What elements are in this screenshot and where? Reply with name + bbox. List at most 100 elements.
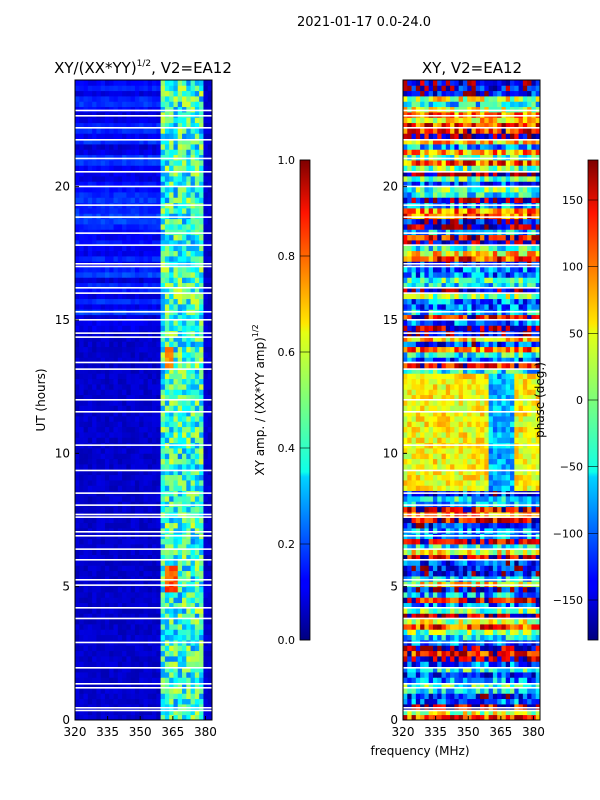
heatmap-cell <box>471 570 477 577</box>
heatmap-cell <box>531 586 537 593</box>
heatmap-cell <box>126 218 132 225</box>
heatmap-cell <box>458 656 464 662</box>
heatmap-cell <box>207 618 213 625</box>
heatmap-cell <box>531 688 537 694</box>
heatmap-cell <box>104 304 110 310</box>
heatmap-cell <box>117 234 123 241</box>
heatmap-cell <box>207 304 213 310</box>
heatmap-cell <box>475 592 481 598</box>
heatmap-cell <box>83 666 89 673</box>
heatmap-cell <box>79 96 84 102</box>
heatmap-cell <box>87 149 93 156</box>
heatmap-cell <box>505 576 511 582</box>
heatmap-cell <box>182 346 187 353</box>
heatmap-cell <box>79 320 84 326</box>
heatmap-cell <box>207 272 213 278</box>
heatmap-cell <box>83 421 89 428</box>
heatmap-cell <box>164 448 170 454</box>
heatmap-cell <box>117 320 123 326</box>
heatmap-cell <box>156 656 162 662</box>
heatmap-cell <box>134 133 140 140</box>
heatmap-cell <box>130 480 136 486</box>
heatmap-cell <box>152 464 157 470</box>
heatmap-cell <box>134 165 140 172</box>
heatmap-cell <box>117 400 123 406</box>
heatmap-cell <box>96 432 102 438</box>
heatmap-cell <box>104 106 110 113</box>
heatmap-cell <box>96 149 102 156</box>
heatmap-cell <box>130 176 136 182</box>
heatmap-cell <box>415 586 421 593</box>
heatmap-cell <box>182 138 187 145</box>
heatmap-cell <box>522 554 528 561</box>
heatmap-cell <box>100 464 106 470</box>
heatmap-cell <box>83 688 89 694</box>
heatmap-cell <box>467 570 472 577</box>
heatmap-cell <box>207 458 213 465</box>
heatmap-cell <box>203 464 209 470</box>
heatmap-cell <box>497 666 502 673</box>
heatmap-cell <box>471 704 477 710</box>
heatmap-cell <box>117 421 123 428</box>
heatmap-cell <box>169 192 174 198</box>
heatmap-cell <box>126 304 132 310</box>
heatmap-cell <box>199 405 204 412</box>
heatmap-cell <box>173 586 179 593</box>
heatmap-cell <box>134 672 140 678</box>
heatmap-cell <box>415 704 421 710</box>
heatmap-cell <box>480 682 485 689</box>
heatmap-cell <box>207 416 213 422</box>
heatmap-cell <box>160 709 166 716</box>
heatmap-cell <box>186 448 191 454</box>
heatmap-cell <box>492 581 498 588</box>
heatmap-cell <box>450 693 455 700</box>
heatmap-cell <box>156 485 162 492</box>
heatmap-cell <box>100 672 106 678</box>
heatmap-cell <box>458 624 464 630</box>
heatmap-cell <box>96 624 102 630</box>
heatmap-cell <box>117 437 123 444</box>
heatmap-cell <box>160 464 166 470</box>
heatmap-cell <box>475 581 481 588</box>
heatmap-cell <box>420 693 425 700</box>
heatmap-cell <box>194 224 200 230</box>
heatmap-cell <box>467 586 472 593</box>
heatmap-cell <box>152 618 157 625</box>
heatmap-cell <box>462 576 468 582</box>
heatmap-cell <box>87 106 93 113</box>
heatmap-cell <box>169 714 174 721</box>
heatmap-cell <box>415 698 421 705</box>
heatmap-cell <box>156 565 162 572</box>
heatmap-cell <box>177 421 183 428</box>
heatmap-cell <box>177 688 183 694</box>
heatmap-cell <box>186 224 191 230</box>
heatmap-cell <box>420 714 425 721</box>
heatmap-cell <box>428 570 434 577</box>
heatmap-cell <box>428 650 434 657</box>
heatmap-cell <box>173 656 179 662</box>
heatmap-cell <box>432 618 438 625</box>
heatmap-cell <box>475 661 481 668</box>
heatmap-cell <box>194 181 200 188</box>
heatmap-cell <box>505 570 511 577</box>
heatmap-cell <box>147 165 153 172</box>
heatmap-cell <box>194 394 200 401</box>
heatmap-cell <box>126 362 132 369</box>
heatmap-cell <box>160 688 166 694</box>
heatmap-cell <box>535 602 541 609</box>
heatmap-cell <box>518 586 524 593</box>
heatmap-cell <box>194 544 200 550</box>
heatmap-cell <box>169 608 174 614</box>
heatmap-cell <box>160 597 166 604</box>
heatmap-cell <box>160 602 166 609</box>
heatmap-cell <box>492 634 498 641</box>
heatmap-cell <box>518 597 524 604</box>
heatmap-cell <box>130 304 136 310</box>
heatmap-cell <box>126 480 132 486</box>
heatmap-cell <box>83 277 89 284</box>
heatmap-cell <box>415 634 421 641</box>
heatmap-cell <box>462 608 468 614</box>
heatmap-cell <box>177 101 183 108</box>
heatmap-cell <box>203 624 209 630</box>
heatmap-cell <box>407 560 412 566</box>
